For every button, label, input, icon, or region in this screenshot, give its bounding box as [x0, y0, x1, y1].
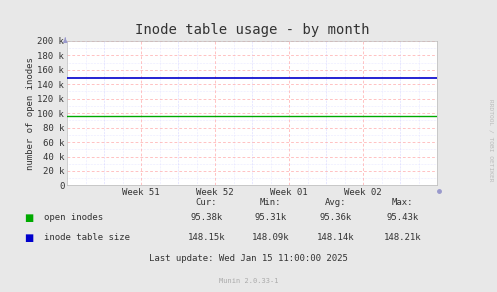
Text: 95.43k: 95.43k: [387, 213, 418, 222]
Text: 148.09k: 148.09k: [252, 234, 290, 242]
Text: ■: ■: [24, 213, 33, 223]
Text: 95.36k: 95.36k: [320, 213, 351, 222]
Text: Cur:: Cur:: [195, 199, 217, 207]
Text: Min:: Min:: [260, 199, 282, 207]
Text: inode table size: inode table size: [44, 234, 130, 242]
Text: Munin 2.0.33-1: Munin 2.0.33-1: [219, 278, 278, 284]
Text: 95.38k: 95.38k: [190, 213, 222, 222]
Text: ■: ■: [24, 233, 33, 243]
Text: 95.31k: 95.31k: [255, 213, 287, 222]
Text: RRDTOOL / TOBI OETIKER: RRDTOOL / TOBI OETIKER: [489, 99, 494, 181]
Text: 148.15k: 148.15k: [187, 234, 225, 242]
Y-axis label: number of open inodes: number of open inodes: [26, 57, 35, 170]
Text: 148.14k: 148.14k: [317, 234, 354, 242]
Text: 148.21k: 148.21k: [384, 234, 421, 242]
Text: Max:: Max:: [392, 199, 414, 207]
Text: Last update: Wed Jan 15 11:00:00 2025: Last update: Wed Jan 15 11:00:00 2025: [149, 254, 348, 263]
Text: Avg:: Avg:: [325, 199, 346, 207]
Text: open inodes: open inodes: [44, 213, 103, 222]
Title: Inode table usage - by month: Inode table usage - by month: [135, 23, 369, 37]
